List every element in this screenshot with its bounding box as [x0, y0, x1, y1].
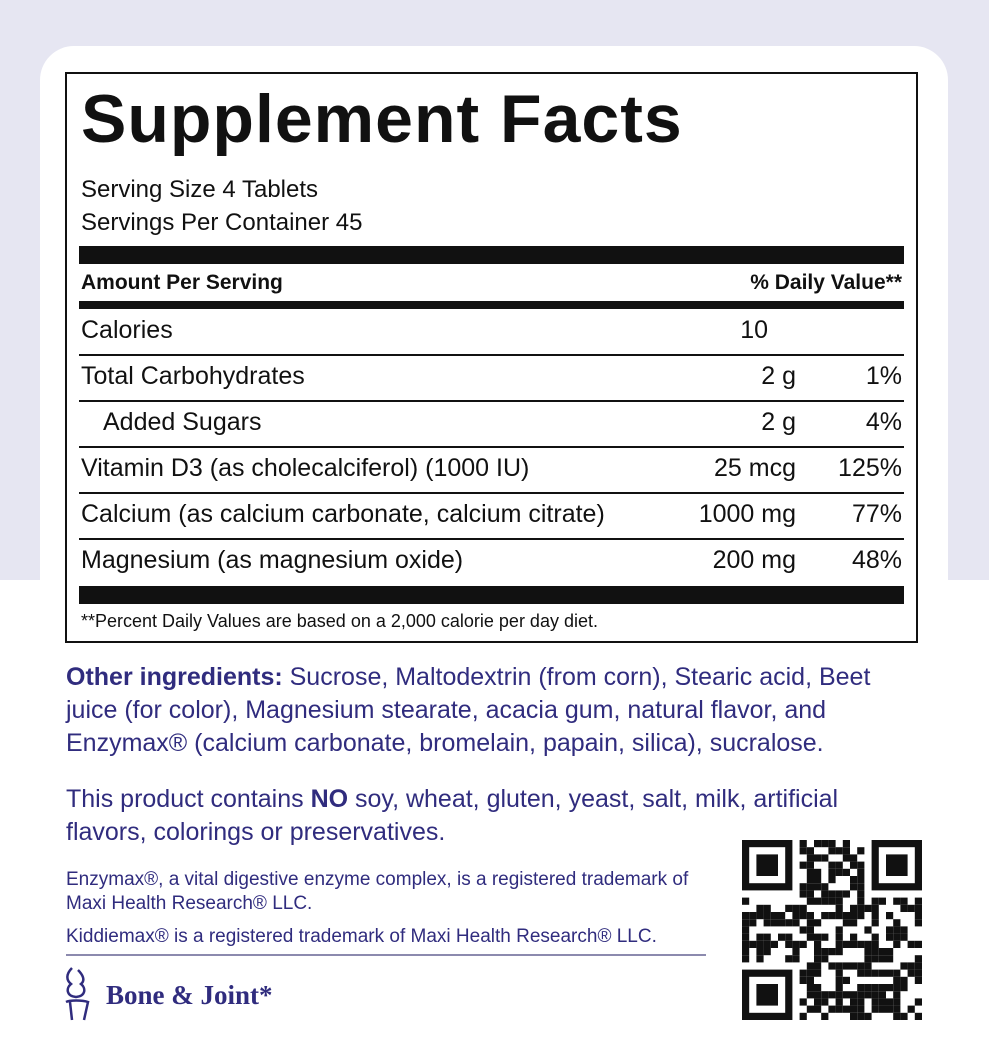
label-card [40, 46, 948, 1046]
servings-per-container: Servings Per Container 45 [81, 209, 363, 236]
divider [79, 246, 904, 264]
nutrient-row: Added Sugars 2 g 4% [81, 402, 902, 442]
nutrient-row: Calcium (as calcium carbonate, calcium c… [81, 494, 902, 534]
serving-size: Serving Size 4 Tablets [81, 176, 319, 203]
nutrient-name: Added Sugars [103, 408, 262, 436]
joint-icon [65, 967, 90, 1021]
header-dv: % Daily Value** [750, 271, 902, 294]
nutrient-row: Magnesium (as magnesium oxide) 200 mg 48% [81, 540, 902, 580]
nutrient-amount: 2 g [761, 408, 796, 436]
nutrient-dv: 1% [865, 362, 902, 390]
brand-category: Bone & Joint* [106, 980, 273, 1010]
divider [79, 586, 904, 604]
facts-title: Supplement Facts [81, 81, 683, 157]
nutrient-row: Vitamin D3 (as cholecalciferol) (1000 IU… [81, 448, 902, 488]
divider [79, 301, 904, 309]
nutrient-amount: 2 g [761, 362, 796, 390]
allergen-statement: This product contains NO soy, wheat, glu… [66, 783, 896, 849]
nutrient-name: Total Carbohydrates [81, 362, 305, 390]
nutrient-row: Calories 10 [81, 310, 902, 350]
row-divider [79, 492, 904, 494]
other-ingredients-label: Other ingredients: [66, 663, 283, 691]
nutrient-amount: 10 [740, 316, 768, 344]
nutrient-name: Calories [81, 316, 173, 344]
contains-no: NO [310, 785, 349, 813]
nutrient-row: Total Carbohydrates 2 g 1% [81, 356, 902, 396]
header-amount: Amount Per Serving [81, 271, 283, 294]
nutrient-dv: 48% [851, 546, 902, 574]
qr-code[interactable] [742, 840, 922, 1020]
trademark-enzymax: Enzymax®, a vital digestive enzyme compl… [66, 869, 689, 914]
nutrient-dv: 4% [865, 408, 902, 436]
nutrient-name: Vitamin D3 (as cholecalciferol) (1000 IU… [81, 454, 530, 482]
nutrient-name: Magnesium (as magnesium oxide) [81, 546, 464, 574]
contains-post: soy, wheat, gluten, yeast, salt, milk, a… [66, 785, 839, 846]
contains-pre: This product contains [66, 785, 311, 813]
row-divider [79, 446, 904, 448]
other-ingredients-text: Sucrose, Maltodextrin (from corn), Stear… [66, 663, 871, 757]
row-divider [79, 354, 904, 356]
supplement-facts-panel: Supplement Facts Serving Size 4 Tablets … [65, 72, 918, 643]
divider [66, 954, 706, 956]
nutrient-dv: 125% [838, 454, 902, 482]
footnote: **Percent Daily Values are based on a 2,… [81, 611, 598, 631]
table-header: Amount Per Serving % Daily Value** [81, 271, 902, 295]
other-ingredients: Other ingredients: Sucrose, Maltodextrin… [66, 661, 896, 760]
nutrient-amount: 1000 mg [698, 500, 796, 528]
row-divider [79, 538, 904, 540]
nutrient-dv: 77% [851, 500, 902, 528]
nutrient-amount: 25 mcg [714, 454, 796, 482]
trademark-kiddiemax: Kiddiemax® is a registered trademark of … [66, 926, 657, 947]
row-divider [79, 400, 904, 402]
nutrient-name: Calcium (as calcium carbonate, calcium c… [81, 500, 605, 528]
nutrient-amount: 200 mg [712, 546, 796, 574]
